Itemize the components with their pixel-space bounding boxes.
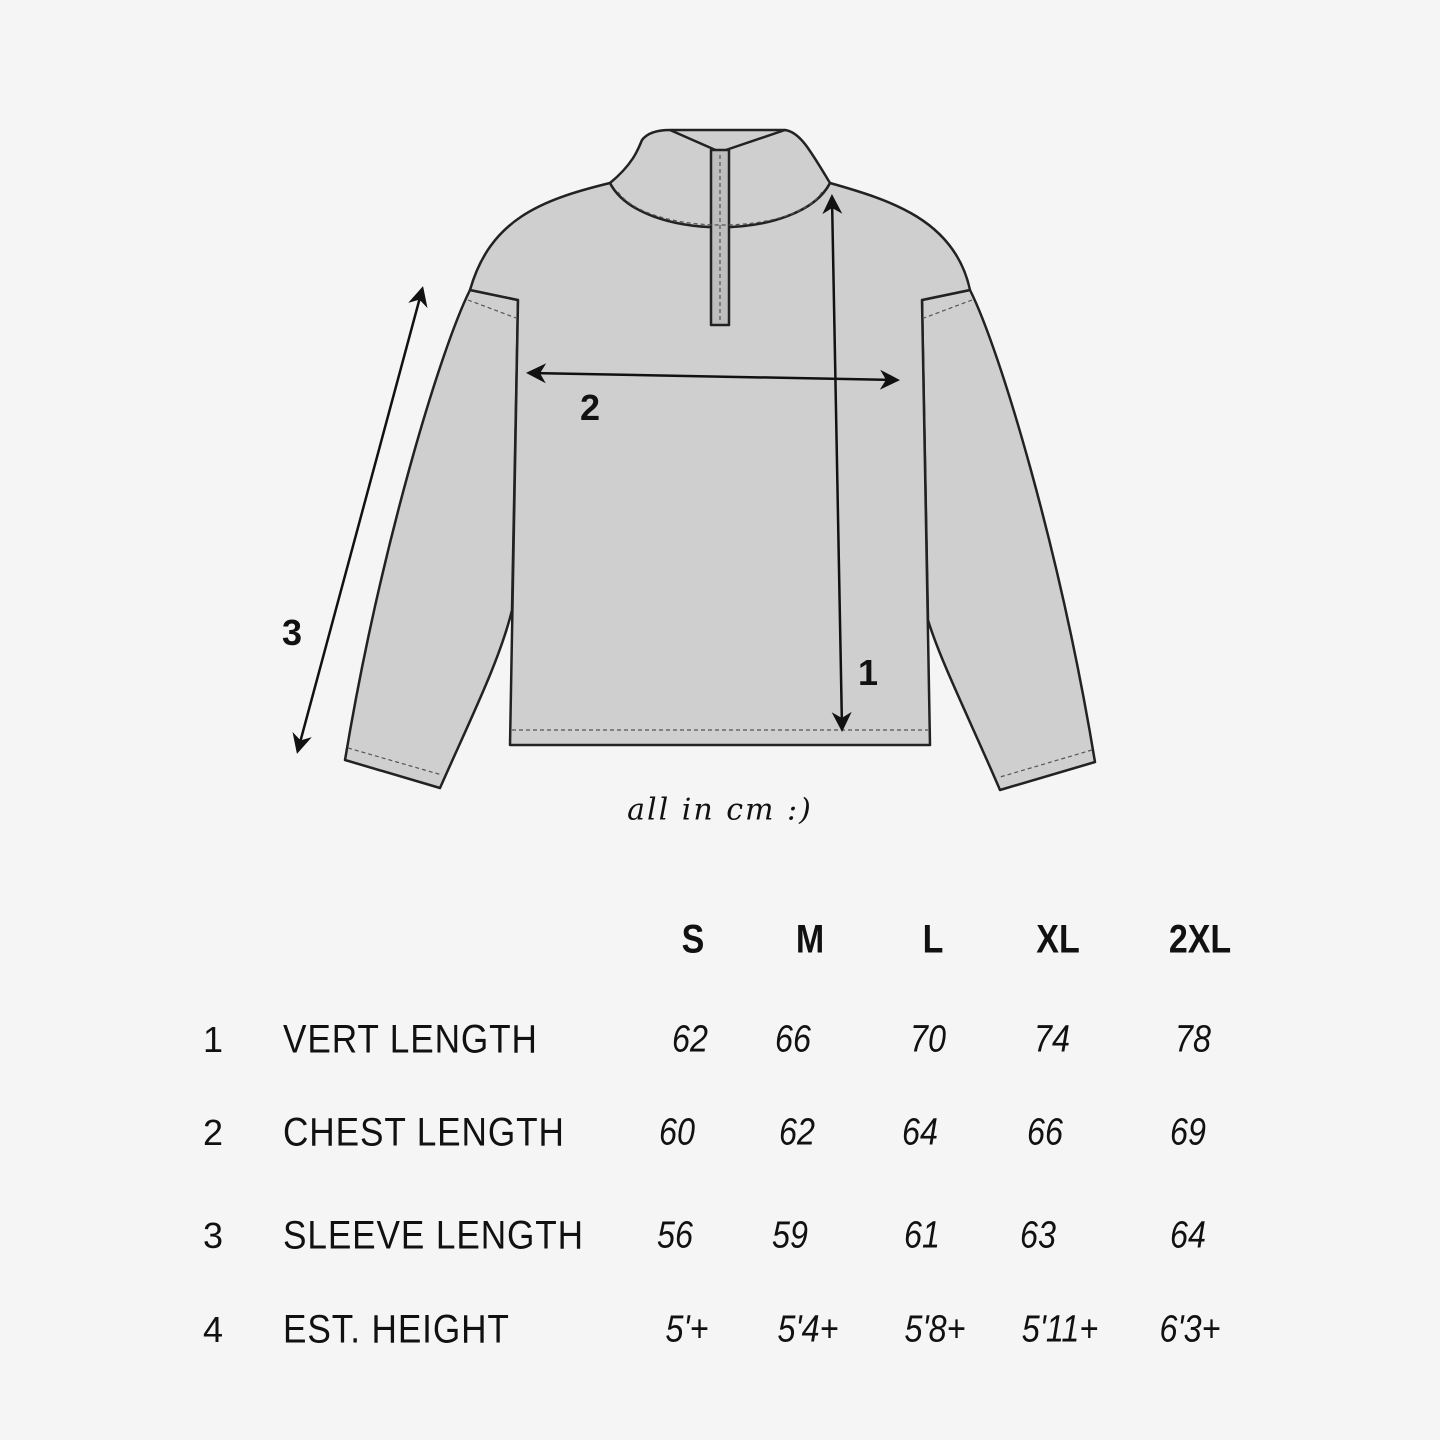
table-cell: 5'+ xyxy=(665,1308,709,1351)
units-note: all in cm :) xyxy=(627,792,813,828)
table-cell: 70 xyxy=(910,1018,946,1061)
size-header-m: M xyxy=(795,917,825,962)
measure-label-1: 1 xyxy=(857,652,879,693)
table-cell: 60 xyxy=(659,1111,695,1154)
table-cell: 64 xyxy=(902,1111,938,1154)
row-label: VERT LENGTH xyxy=(283,1017,538,1062)
table-cell: 5'8+ xyxy=(904,1308,966,1351)
zipper xyxy=(709,148,731,327)
size-header-2xl: 2XL xyxy=(1168,917,1232,962)
size-header-xl: XL xyxy=(1036,917,1080,962)
table-cell: 5'4+ xyxy=(777,1308,839,1351)
table-cell: 63 xyxy=(1020,1214,1056,1257)
row-number: 3 xyxy=(202,1215,224,1256)
table-cell: 62 xyxy=(779,1111,815,1154)
right-sleeve xyxy=(920,288,1097,792)
table-cell: 64 xyxy=(1170,1214,1206,1257)
table-cell: 5'11+ xyxy=(1021,1308,1099,1351)
measure-arrow-1 xyxy=(822,194,852,732)
size-header-l: L xyxy=(922,917,944,962)
table-cell: 66 xyxy=(1027,1111,1063,1154)
table-cell: 56 xyxy=(657,1214,693,1257)
row-number: 4 xyxy=(202,1309,224,1350)
size-header-s: S xyxy=(681,917,705,962)
table-cell: 61 xyxy=(904,1214,940,1257)
table-cell: 74 xyxy=(1034,1018,1070,1061)
table-cell: 69 xyxy=(1170,1111,1206,1154)
measure-label-3: 3 xyxy=(281,612,303,653)
row-label: EST. HEIGHT xyxy=(283,1307,510,1352)
table-cell: 66 xyxy=(775,1018,811,1061)
table-cell: 59 xyxy=(772,1214,808,1257)
measure-arrow-3 xyxy=(292,286,428,754)
table-cell: 62 xyxy=(672,1018,708,1061)
measure-label-2: 2 xyxy=(579,387,601,428)
table-cell: 78 xyxy=(1175,1018,1211,1061)
row-number: 1 xyxy=(202,1019,224,1060)
left-sleeve xyxy=(343,288,520,790)
table-cell: 6'3+ xyxy=(1159,1308,1221,1351)
row-label: CHEST LENGTH xyxy=(283,1110,565,1155)
row-label: SLEEVE LENGTH xyxy=(283,1213,584,1258)
measure-arrow-2 xyxy=(526,363,900,390)
sweater-illustration xyxy=(292,128,1097,792)
row-number: 2 xyxy=(202,1112,224,1153)
